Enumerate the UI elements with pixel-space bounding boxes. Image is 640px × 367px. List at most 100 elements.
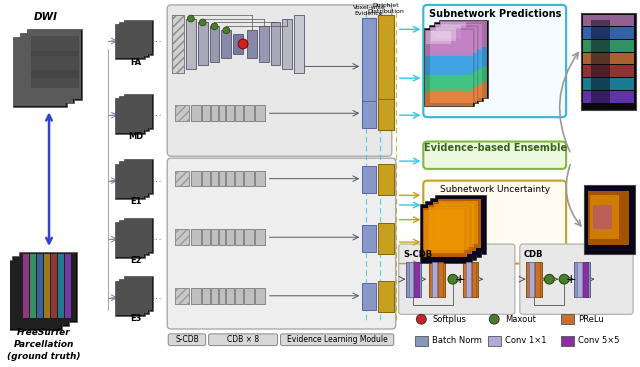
Bar [235,288,243,304]
Bar [120,280,148,313]
Bar [124,159,154,194]
Text: Conv 5×5: Conv 5×5 [578,336,620,345]
Text: ...: ... [152,34,163,44]
Bar [425,30,472,56]
Bar [120,221,148,254]
Text: Dirichlet
Distribution: Dirichlet Distribution [367,3,404,14]
Bar [202,171,209,186]
Bar [255,288,265,304]
Bar [588,191,629,245]
Bar [362,166,376,193]
Bar [209,26,220,62]
Bar [430,198,481,257]
Bar [435,69,483,85]
Bar [282,19,292,69]
Bar [13,257,68,325]
FancyBboxPatch shape [423,181,566,264]
Text: Evidence Learning Module: Evidence Learning Module [287,335,388,344]
Bar [425,56,472,75]
Bar [586,188,633,251]
Text: MD: MD [128,132,143,141]
Bar [583,91,634,102]
Text: E3: E3 [130,315,141,323]
Bar [28,30,81,99]
Bar [244,105,254,121]
Bar [211,105,218,121]
Bar [430,53,477,72]
Bar [362,283,376,310]
Bar [415,336,428,346]
Bar [235,105,243,121]
Bar [120,163,148,196]
FancyBboxPatch shape [520,244,633,315]
Bar [432,262,437,297]
Bar [472,262,477,297]
Text: Softplus: Softplus [432,315,466,324]
Bar [120,23,148,56]
Bar [581,13,636,110]
Bar [438,262,443,297]
Bar [425,201,477,260]
Bar [421,206,470,261]
Bar [115,98,145,134]
Bar [20,253,76,321]
FancyBboxPatch shape [167,158,396,329]
Bar [362,101,376,128]
Bar [124,19,154,55]
Bar [577,262,582,297]
Bar [4,260,62,330]
Bar [116,282,143,315]
Bar [259,26,269,62]
Bar [175,105,189,121]
Bar [116,25,143,58]
Bar [44,254,50,318]
Bar [12,256,69,326]
Bar [120,97,148,130]
Bar [125,277,152,310]
Bar [31,36,79,56]
Bar [227,105,234,121]
Bar [116,224,143,257]
Text: +: + [454,273,465,286]
Text: Batch Norm: Batch Norm [432,336,482,345]
Bar [120,279,149,314]
Bar [424,28,474,106]
Bar [51,254,57,318]
Bar [220,229,225,245]
Bar [19,252,77,322]
Bar [378,281,394,312]
Bar [65,254,70,318]
Bar [115,281,145,316]
Bar [30,254,36,318]
Bar [24,254,29,318]
Bar [120,161,149,197]
Bar [124,94,154,129]
Bar [233,34,243,54]
Bar [6,261,61,329]
Text: CDB: CDB [524,250,543,259]
Bar [378,222,394,254]
Bar [175,229,189,245]
Bar [583,65,634,77]
FancyBboxPatch shape [423,5,566,117]
Bar [378,164,394,195]
Bar [429,207,468,250]
Bar [244,229,254,245]
Bar [426,203,476,258]
Bar [175,171,189,186]
Bar [590,195,620,239]
Bar [591,19,611,108]
Bar [593,205,612,229]
Bar [488,336,501,346]
Bar [440,66,487,82]
Bar [255,229,265,245]
Circle shape [559,274,569,284]
Bar [172,15,184,73]
Bar [430,28,477,53]
Circle shape [417,315,426,324]
Bar [561,336,574,346]
Bar [433,202,477,251]
Bar [255,105,265,121]
Bar [13,38,66,106]
Bar [428,205,472,254]
